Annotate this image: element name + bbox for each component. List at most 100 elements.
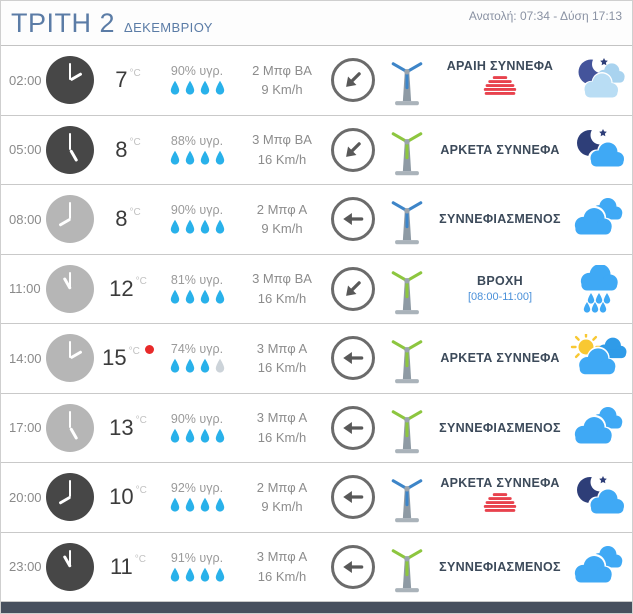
wind-turbine-icon [379,540,435,594]
temperature-unit: °C [134,554,147,566]
wind-beaufort-label: 2 Μπφ Α [256,201,308,217]
humidity: 90% υγρ. [157,412,237,444]
sunrise-sunset-info: Ανατολή: 07:34 - Δύση 17:13 [468,9,622,23]
wind-beaufort-label: 3 Μπφ Α [256,340,308,356]
clock-icon [46,264,94,313]
wind-arrow [343,560,364,573]
clock-icon [46,56,94,105]
max-temp-dot [144,344,154,354]
hour-row: 20:00 10 °C 92% υγρ. 2 Μπφ Α 9 Km/h [1,463,632,533]
time-label: 08:00 [9,211,42,227]
wind-direction-cell [327,475,379,520]
clock-minute-hand [69,480,71,498]
humidity: 92% υγρ. [157,481,237,513]
humidity-label: 92% υγρ. [170,481,224,496]
clock-cell [41,264,99,313]
clock-cell [41,473,99,522]
hourly-forecast-rows: 02:00 7 °C 90% υγρ. 2 Μπφ ΒΑ 9 Km/h [1,46,632,602]
page-title: ΤΡΙΤΗ 2 ΔΕΚΕΜΒΡΙΟΥ [11,8,213,39]
wind-beaufort-label: 3 Μπφ ΒΑ [252,132,312,148]
wind-speed-label: 16 Km/h [257,568,307,584]
humidity: 88% υγρ. [157,134,237,166]
clock-icon [46,334,94,383]
wind-arrow [343,213,364,226]
wind-direction-icon [331,405,375,450]
wind-speed-label: 16 Km/h [257,151,307,167]
wind-speed-label: 9 Km/h [261,221,303,237]
humidity-label: 88% υγρ. [170,133,224,148]
wind-speed-label: 16 Km/h [257,290,307,306]
wind-direction-icon [331,475,375,520]
humidity-drops [169,150,226,166]
time-label: 20:00 [9,489,42,505]
hour-row: 02:00 7 °C 90% υγρ. 2 Μπφ ΒΑ 9 Km/h [1,46,632,116]
humidity: 90% υγρ. [157,64,237,96]
hour-row: 23:00 11 °C 91% υγρ. 3 Μπφ Α 16 Km/h [1,533,632,602]
wind-direction-cell [327,58,379,103]
condition-label: ΒΡΟΧΗ [477,274,523,289]
temperature: 8 °C [99,137,157,163]
wind-direction-cell [327,266,379,311]
clock-cell [41,403,99,452]
wind-info: 3 Μπφ Α 16 Km/h [237,547,327,586]
bottom-bar [1,602,632,613]
clock-minute-hand [69,132,71,150]
humidity: 90% υγρ. [157,203,237,235]
time-label: 17:00 [9,420,42,436]
header: ΤΡΙΤΗ 2 ΔΕΚΕΜΒΡΙΟΥ Ανατολή: 07:34 - Δύση… [1,1,632,46]
moon-clouds-icon [565,126,632,174]
condition-label: ΑΡΑΙΗ ΣΥΝΝΕΦΑ [446,58,554,73]
wind-info: 2 Μπφ Α 9 Km/h [237,200,327,239]
wind-direction-icon [331,197,375,242]
wind-beaufort-label: 3 Μπφ ΒΑ [252,271,312,287]
humidity-drops [169,497,226,513]
wind-info: 2 Μπφ Α 9 Km/h [237,478,327,517]
temperature-value: 8 [115,206,128,232]
humidity: 81% υγρ. [157,273,237,305]
temperature: 10 °C [99,484,157,510]
hour-row: 05:00 8 °C 88% υγρ. 3 Μπφ ΒΑ 16 Km/h [1,116,632,185]
wind-turbine-icon [379,331,435,385]
clock-cell [41,195,99,244]
hour-row: 17:00 13 °C 90% υγρ. 3 Μπφ Α 16 Km/h [1,394,632,463]
temperature-unit: °C [135,484,147,496]
wind-info: 3 Μπφ Α 16 Km/h [237,408,327,447]
clock-minute-hand [69,202,71,220]
condition-label: ΣΥΝΝΕΦΙΑΣΜΕΝΟΣ [439,420,561,435]
humidity-label: 90% υγρ. [170,64,224,79]
clock-hour-hand [69,72,83,82]
wind-speed-label: 16 Km/h [257,429,307,445]
condition: ΑΡΑΙΗ ΣΥΝΝΕΦΑ [435,59,565,102]
wind-turbine-icon [379,53,435,107]
wind-arrow [343,421,364,434]
wind-direction-cell [327,197,379,242]
clock-icon [46,542,94,591]
moon-few-clouds-icon [565,56,632,104]
temperature-unit: °C [129,206,141,218]
temperature-value: 7 [115,67,128,93]
wind-turbine-icon [379,192,435,246]
hour-row: 08:00 8 °C 90% υγρ. 2 Μπφ Α 9 Km/h [1,185,632,255]
clock-minute-hand [69,549,71,567]
month-label: ΔΕΚΕΜΒΡΙΟΥ [124,19,213,35]
condition-time-range: [08:00-11:00] [467,291,532,304]
wind-arrow [346,141,361,157]
hour-row: 11:00 12 °C 81% υγρ. 3 Μπφ ΒΑ 16 Km/h [1,255,632,324]
humidity-drops [169,567,226,583]
temperature-value: 8 [115,136,128,162]
clock-icon [46,195,94,244]
wind-arrow [346,280,361,296]
temperature-unit: °C [128,345,140,357]
condition: ΑΡΚΕΤΑ ΣΥΝΝΕΦΑ [435,351,565,365]
clock-cell [41,125,99,174]
humidity-drops [169,428,226,444]
condition-label: ΣΥΝΝΕΦΙΑΣΜΕΝΟΣ [439,559,561,574]
wind-arrow [343,352,364,365]
temperature: 11 °C [99,554,157,580]
wind-turbine-icon [379,470,435,524]
temperature-unit: °C [129,137,141,149]
temperature-unit: °C [135,415,147,427]
clock-icon [46,125,94,174]
clouds-icon [565,543,632,591]
wind-beaufort-label: 2 Μπφ ΒΑ [252,62,312,78]
